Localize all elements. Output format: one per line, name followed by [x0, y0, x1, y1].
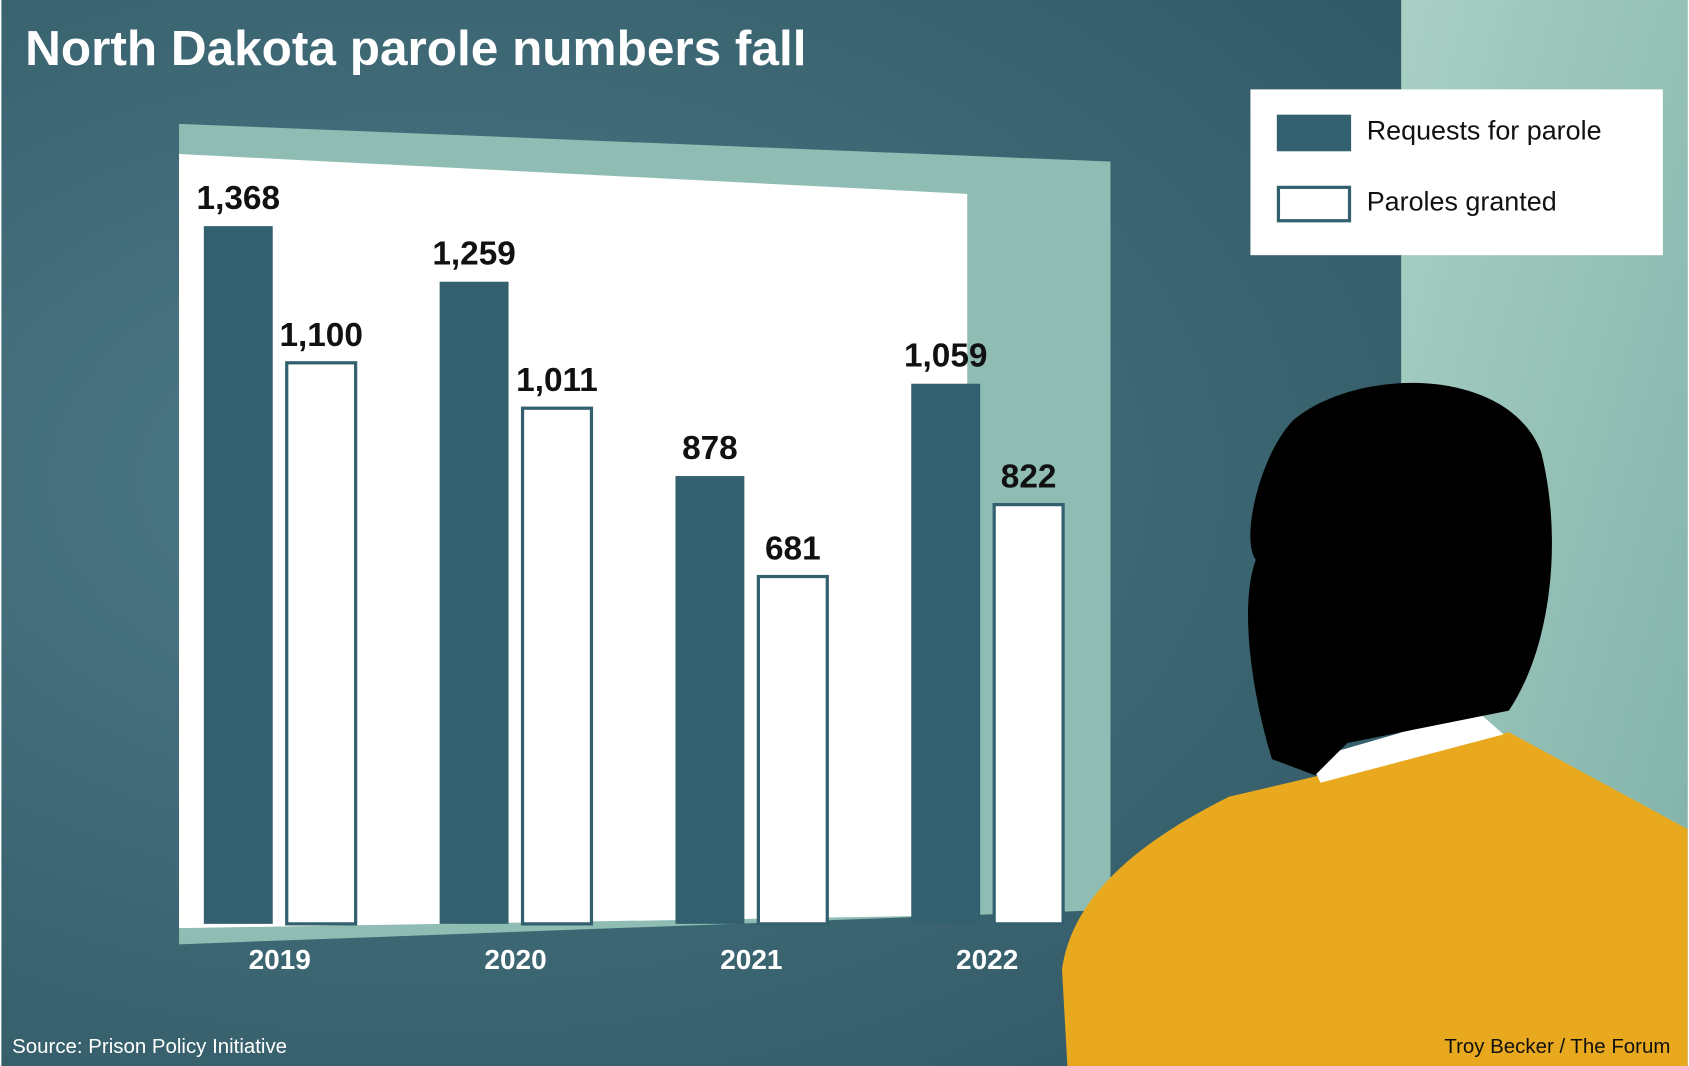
bar	[285, 361, 358, 926]
value-label: 1,059	[904, 338, 987, 375]
value-label: 1,011	[516, 362, 598, 399]
credit: Troy Becker / The Forum	[1444, 1035, 1670, 1058]
bar	[439, 281, 509, 924]
value-label: 822	[1001, 459, 1057, 496]
x-tick-label: 2020	[484, 944, 546, 975]
value-label: 878	[682, 430, 738, 467]
bar	[911, 383, 981, 924]
jacket	[1062, 732, 1688, 1066]
chart-title: North Dakota parole numbers fall	[25, 21, 806, 76]
x-tick-label: 2022	[956, 944, 1018, 975]
value-label: 1,100	[279, 317, 362, 354]
bar	[992, 502, 1065, 926]
x-tick-label: 2021	[720, 944, 782, 975]
legend-label: Requests for parole	[1367, 116, 1602, 146]
legend-box	[1250, 89, 1663, 256]
x-tick-label: 2019	[249, 944, 311, 975]
value-label: 1,259	[432, 236, 515, 273]
legend-label: Paroles granted	[1367, 187, 1557, 217]
legend-swatch	[1276, 114, 1352, 152]
bar	[675, 476, 745, 924]
collar	[1309, 710, 1504, 783]
legend-swatch	[1276, 185, 1352, 223]
bar	[756, 574, 829, 926]
bar	[203, 226, 273, 924]
value-label: 1,368	[197, 180, 280, 217]
bar	[520, 406, 594, 926]
silhouette	[1248, 382, 1552, 776]
value-label: 681	[765, 530, 821, 567]
source: Source: Prison Policy Initiative	[12, 1035, 287, 1058]
